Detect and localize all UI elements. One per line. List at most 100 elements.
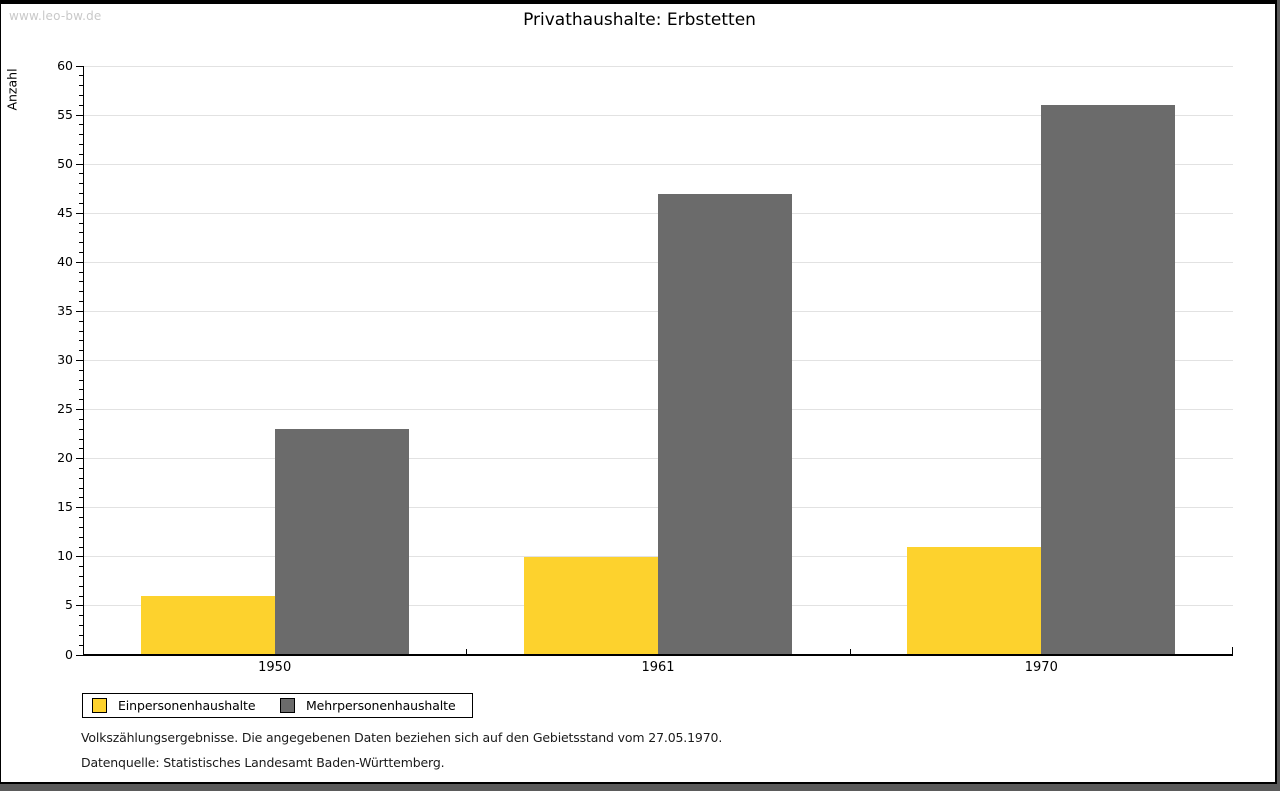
y-minor-tick — [79, 203, 83, 204]
y-minor-tick — [79, 547, 83, 548]
y-minor-tick — [79, 281, 83, 282]
x-tick-label-1961: 1961 — [641, 660, 675, 675]
x-axis-line — [83, 654, 1233, 656]
gridline-y-50 — [83, 164, 1233, 165]
y-tick-label-30: 30 — [57, 352, 73, 367]
y-minor-tick — [79, 380, 83, 381]
y-minor-tick — [79, 95, 83, 96]
y-minor-tick — [79, 576, 83, 577]
legend-label: Einpersonenhaushalte — [118, 698, 256, 713]
y-major-tick — [76, 605, 83, 606]
x-tick-label-1970: 1970 — [1024, 660, 1058, 675]
y-minor-tick — [79, 517, 83, 518]
y-tick-label-10: 10 — [57, 548, 73, 563]
y-minor-tick — [79, 537, 83, 538]
y-minor-tick — [79, 321, 83, 322]
y-minor-tick — [79, 419, 83, 420]
bar-mehrpersonenhaushalte-1950 — [274, 429, 409, 655]
y-minor-tick — [79, 635, 83, 636]
y-tick-label-15: 15 — [57, 499, 73, 514]
gridline-y-60 — [83, 66, 1233, 67]
bar-mehrpersonenhaushalte-1970 — [1041, 105, 1176, 655]
y-minor-tick — [79, 399, 83, 400]
legend-item-mehrpersonenhaushalte: Mehrpersonenhaushalte — [280, 698, 456, 713]
x-boundary-tick — [849, 649, 851, 655]
y-major-tick — [76, 507, 83, 508]
bar-einpersonenhaushalte-1970 — [907, 547, 1042, 655]
y-minor-tick — [79, 566, 83, 567]
y-axis-title: Anzahl — [4, 68, 20, 111]
y-major-tick — [76, 66, 83, 67]
y-minor-tick — [79, 173, 83, 174]
y-minor-tick — [79, 242, 83, 243]
y-minor-tick — [79, 154, 83, 155]
y-minor-tick — [79, 301, 83, 302]
y-minor-tick — [79, 291, 83, 292]
y-axis-line — [83, 66, 84, 655]
y-minor-tick — [79, 527, 83, 528]
y-minor-tick — [79, 75, 83, 76]
y-minor-tick — [79, 370, 83, 371]
y-minor-tick — [79, 615, 83, 616]
y-tick-label-0: 0 — [65, 647, 73, 662]
y-minor-tick — [79, 232, 83, 233]
y-minor-tick — [79, 488, 83, 489]
y-minor-tick — [79, 389, 83, 390]
bar-einpersonenhaushalte-1950 — [140, 596, 275, 655]
y-minor-tick — [79, 272, 83, 273]
y-tick-label-5: 5 — [65, 597, 73, 612]
legend-label: Mehrpersonenhaushalte — [306, 698, 456, 713]
legend-swatch-yellow-icon — [92, 698, 107, 713]
y-minor-tick — [79, 193, 83, 194]
chart-title: Privathaushalte: Erbstetten — [523, 10, 756, 30]
y-major-tick — [76, 262, 83, 263]
y-minor-tick — [79, 331, 83, 332]
y-minor-tick — [79, 625, 83, 626]
y-minor-tick — [79, 105, 83, 106]
y-minor-tick — [79, 144, 83, 145]
footnote-source: Datenquelle: Statistisches Landesamt Bad… — [81, 755, 445, 770]
y-tick-label-20: 20 — [57, 450, 73, 465]
y-minor-tick — [79, 252, 83, 253]
gridline-y-55 — [83, 115, 1233, 116]
y-tick-label-35: 35 — [57, 303, 73, 318]
y-minor-tick — [79, 478, 83, 479]
y-minor-tick — [79, 350, 83, 351]
y-major-tick — [76, 164, 83, 165]
y-minor-tick — [79, 439, 83, 440]
y-major-tick — [76, 655, 83, 656]
legend-swatch-gray-icon — [280, 698, 295, 713]
y-minor-tick — [79, 134, 83, 135]
y-minor-tick — [79, 183, 83, 184]
y-tick-label-45: 45 — [57, 205, 73, 220]
y-major-tick — [76, 409, 83, 410]
y-minor-tick — [79, 645, 83, 646]
y-tick-label-25: 25 — [57, 401, 73, 416]
y-major-tick — [76, 458, 83, 459]
bar-mehrpersonenhaushalte-1961 — [658, 193, 792, 655]
y-minor-tick — [79, 223, 83, 224]
y-major-tick — [76, 213, 83, 214]
y-minor-tick — [79, 124, 83, 125]
y-tick-label-60: 60 — [57, 58, 73, 73]
legend-box: Einpersonenhaushalte Mehrpersonenhaushal… — [82, 693, 473, 718]
y-tick-label-55: 55 — [57, 107, 73, 122]
y-minor-tick — [79, 596, 83, 597]
y-minor-tick — [79, 85, 83, 86]
y-tick-label-50: 50 — [57, 156, 73, 171]
watermark-text: www.leo-bw.de — [9, 9, 102, 23]
y-minor-tick — [79, 340, 83, 341]
x-boundary-tick — [466, 649, 468, 655]
y-minor-tick — [79, 497, 83, 498]
y-major-tick — [76, 360, 83, 361]
y-major-tick — [76, 311, 83, 312]
y-minor-tick — [79, 586, 83, 587]
bar-einpersonenhaushalte-1961 — [524, 556, 658, 655]
x-axis-end-tick — [1232, 647, 1233, 655]
y-major-tick — [76, 556, 83, 557]
x-tick-label-1950: 1950 — [258, 660, 292, 675]
y-minor-tick — [79, 468, 83, 469]
y-major-tick — [76, 115, 83, 116]
